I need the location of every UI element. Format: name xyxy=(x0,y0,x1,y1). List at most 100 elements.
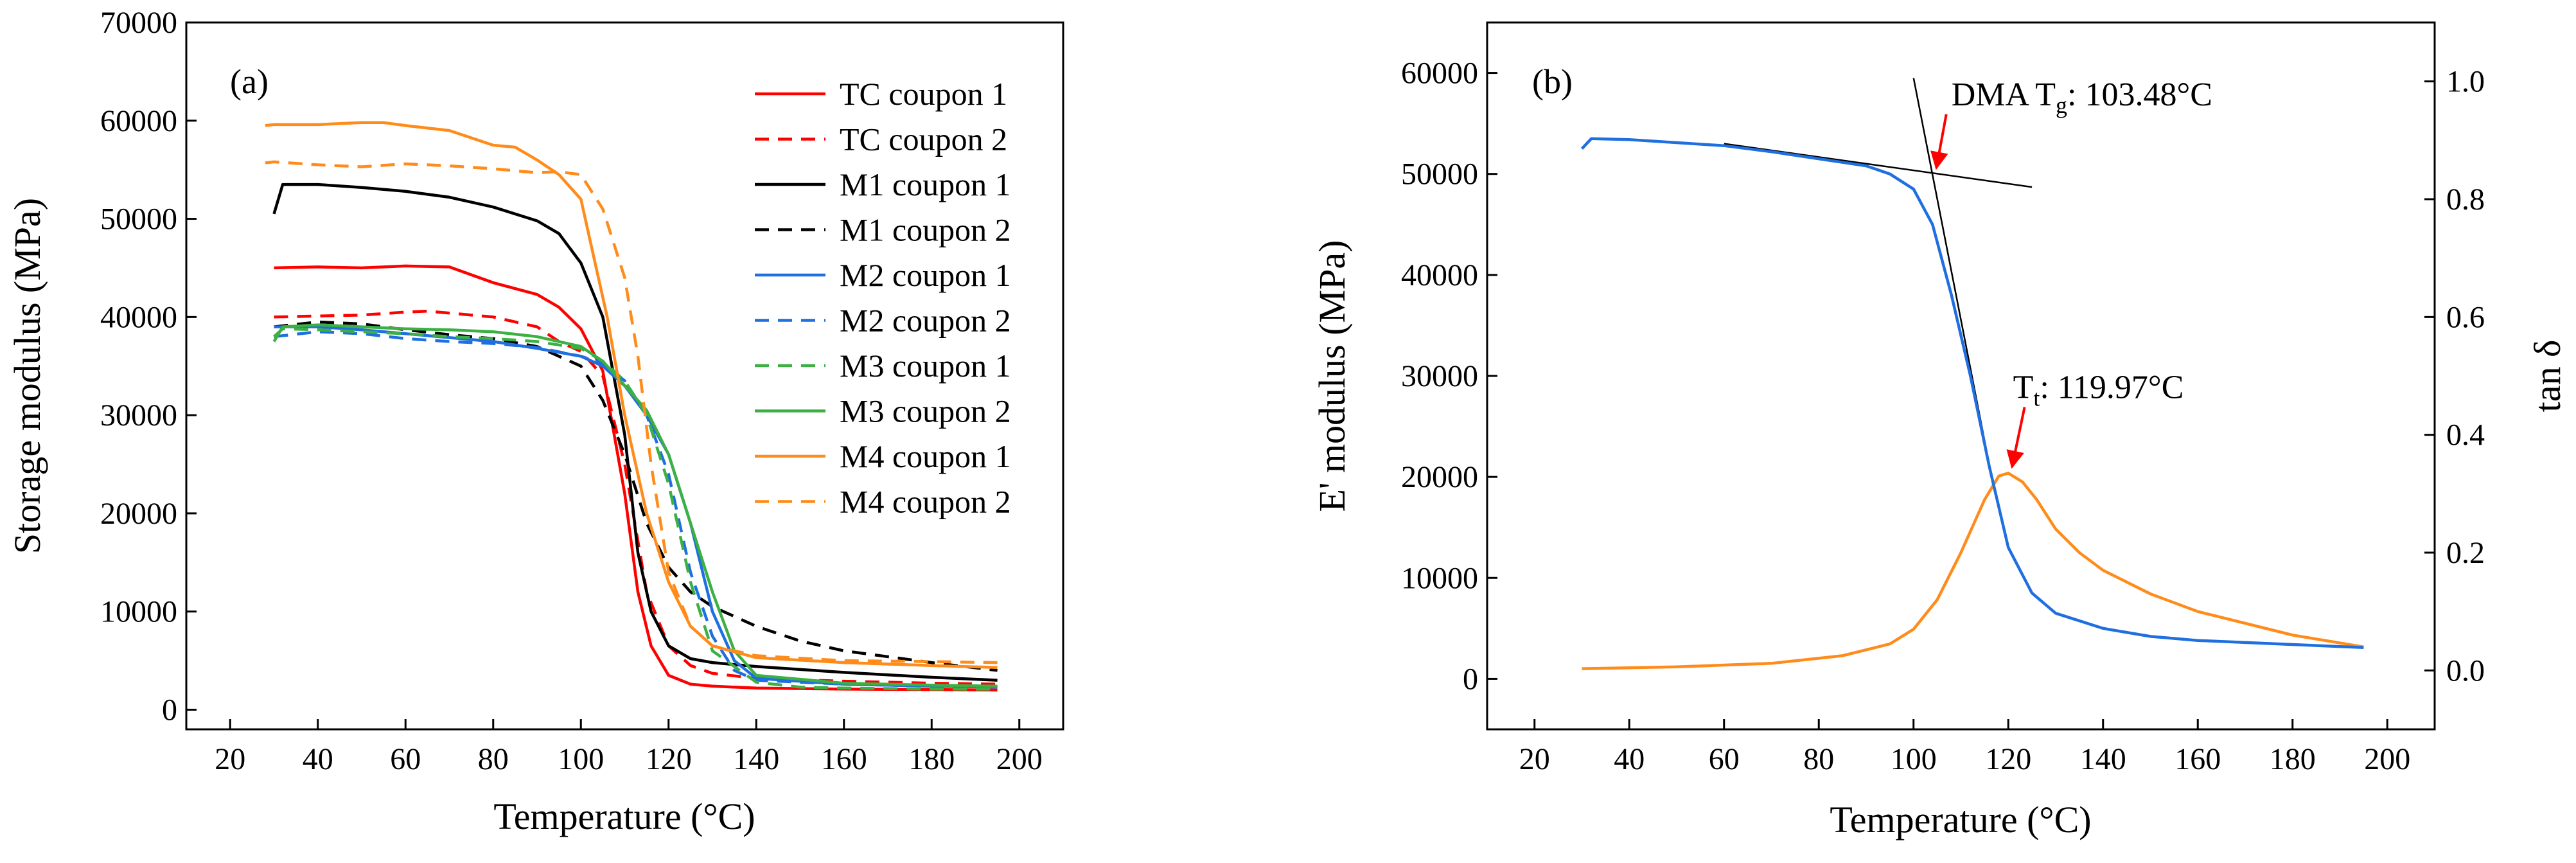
panel-b-y-tick-label: 50000 xyxy=(1401,157,1478,191)
panel-b-right-y-tick-label: 0.0 xyxy=(2446,654,2485,688)
annotation-arrow xyxy=(1930,114,1948,170)
panel-b-label: (b) xyxy=(1532,62,1573,101)
panel-a-y-tick-label: 60000 xyxy=(100,104,177,138)
series-m2-coupon-2 xyxy=(274,330,998,689)
annotation-text: DMA Tg: 103.48°C xyxy=(1952,76,2212,118)
panel-b-x-tick-label: 180 xyxy=(2270,742,2316,776)
legend-item-m4-coupon-1: M4 coupon 1 xyxy=(755,438,1011,474)
legend-label: M4 coupon 1 xyxy=(840,438,1011,474)
panel-a-y-tick-label: 20000 xyxy=(100,497,177,531)
series-m3-coupon-1 xyxy=(272,327,998,691)
series-m4-coupon-2 xyxy=(265,160,998,664)
legend-label: TC coupon 1 xyxy=(840,76,1007,112)
panel-b-x-tick-label: 40 xyxy=(1614,742,1645,776)
panel-b-x-tick-label: 20 xyxy=(1519,742,1550,776)
panel-b-x-axis-label: Temperature (°C) xyxy=(1830,799,2091,841)
panel-a-y-tick-label: 30000 xyxy=(100,398,177,432)
legend-label: M1 coupon 2 xyxy=(840,212,1011,248)
panel-a-x-tick-label: 140 xyxy=(733,742,779,776)
panel-a-x-ticks: 20 40 60 80 100 120 140 160 180 200 xyxy=(215,719,1043,776)
panel-a-x-tick-label: 120 xyxy=(646,742,692,776)
panel-b: 20 40 60 80 100 120 140 160 180 200 0 10000 20000 30… xyxy=(1311,21,2568,841)
annotation-value: : 119.97°C xyxy=(2040,369,2183,406)
legend-item-m3-coupon-2: M3 coupon 2 xyxy=(755,393,1011,429)
panel-b-right-y-tick-label: 0.4 xyxy=(2446,418,2485,452)
panel-a-y-tick-label: 0 xyxy=(162,693,177,727)
legend-item-m1-coupon-1: M1 coupon 1 xyxy=(755,166,1011,202)
legend-item-m2-coupon-1: M2 coupon 1 xyxy=(755,257,1011,293)
panel-b-x-tick-label: 60 xyxy=(1709,742,1740,776)
legend-item-m4-coupon-2: M4 coupon 2 xyxy=(755,484,1011,520)
panel-a-legend: TC coupon 1 TC coupon 2 M1 coupon 1 M1 coup… xyxy=(755,76,1011,520)
panel-b-y-tick-label: 30000 xyxy=(1401,359,1478,393)
panel-a-x-tick-label: 180 xyxy=(908,742,955,776)
panel-a-x-axis-label: Temperature (°C) xyxy=(493,796,755,837)
panel-b-y-tick-label: 10000 xyxy=(1401,561,1478,595)
legend-item-m1-coupon-2: M1 coupon 2 xyxy=(755,212,1011,248)
legend-item-tc-coupon-2: TC coupon 2 xyxy=(755,121,1007,157)
panel-b-y-axis-label: E' modulus (MPa) xyxy=(1311,240,1353,512)
annotation-value: : 103.48°C xyxy=(2067,76,2212,113)
annotation-subscript: g xyxy=(2056,93,2067,118)
annotation-base: DMA T xyxy=(1952,76,2056,113)
panel-a-y-tick-label: 40000 xyxy=(100,300,177,334)
panel-b-y-tick-label: 0 xyxy=(1463,662,1478,696)
panel-b-x-ticks: 20 40 60 80 100 120 140 160 180 200 xyxy=(1519,719,2410,776)
panel-b-right-y-axis-label: tan δ xyxy=(2527,340,2568,413)
legend-item-tc-coupon-1: TC coupon 1 xyxy=(755,76,1007,112)
panel-b-x-tick-label: 200 xyxy=(2364,742,2410,776)
panel-b-x-tick-label: 100 xyxy=(1891,742,1937,776)
series-tan xyxy=(1582,472,2364,670)
series-m3-coupon-2 xyxy=(272,323,998,688)
panel-a-y-tick-label: 70000 xyxy=(100,6,177,40)
panel-a-series xyxy=(265,121,998,692)
legend-item-m3-coupon-1: M3 coupon 1 xyxy=(755,348,1011,384)
panel-a-y-ticks: 0 10000 20000 30000 40000 50000 60000 70000 xyxy=(100,6,197,727)
panel-a-y-tick-label: 50000 xyxy=(100,202,177,236)
panel-a-y-axis-label: Storage modulus (MPa) xyxy=(6,198,48,554)
legend-label: M2 coupon 2 xyxy=(840,303,1011,339)
panel-b-x-tick-label: 80 xyxy=(1803,742,1834,776)
legend-label: M4 coupon 2 xyxy=(840,484,1011,520)
panel-b-right-y-tick-label: 0.8 xyxy=(2446,182,2485,217)
panel-a-x-tick-label: 160 xyxy=(821,742,867,776)
panel-b-right-y-tick-label: 0.2 xyxy=(2446,536,2485,570)
legend-item-m2-coupon-2: M2 coupon 2 xyxy=(755,303,1011,339)
panel-a: 20 40 60 80 100 120 140 160 180 200 0 10000 20000 30… xyxy=(6,6,1064,837)
panel-b-x-tick-label: 160 xyxy=(2175,742,2221,776)
panel-a-y-tick-label: 10000 xyxy=(100,595,177,629)
panel-b-right-y-tick-label: 1.0 xyxy=(2446,65,2485,99)
panel-b-y-tick-label: 40000 xyxy=(1401,258,1478,292)
panel-a-x-tick-label: 40 xyxy=(303,742,333,776)
panel-b-y-tick-label: 60000 xyxy=(1401,57,1478,91)
series-e-modulus xyxy=(1580,137,2364,649)
series-tc-coupon-1 xyxy=(274,264,998,692)
legend-label: M3 coupon 1 xyxy=(840,348,1011,384)
panel-b-annotations: DMA Tg: 103.48°C Tt: 119.97°C xyxy=(1930,76,2212,469)
panel-b-series xyxy=(1580,78,2364,670)
annotation-dma-tg: DMA Tg: 103.48°C xyxy=(1930,76,2212,170)
panel-a-frame xyxy=(185,21,1064,731)
panel-a-label: (a) xyxy=(230,62,269,101)
annotation-subscript: t xyxy=(2033,386,2040,411)
panel-b-x-tick-label: 120 xyxy=(1985,742,2031,776)
panel-b-right-y-tick-label: 0.6 xyxy=(2446,300,2485,334)
panel-b-y-tick-label: 20000 xyxy=(1401,460,1478,494)
panel-a-x-tick-label: 60 xyxy=(390,742,421,776)
panel-a-x-tick-label: 200 xyxy=(996,742,1043,776)
panel-b-x-tick-label: 140 xyxy=(2080,742,2126,776)
panel-b-frame xyxy=(1486,21,2436,731)
panel-b-right-y-ticks: 0.0 0.2 0.4 0.6 0.8 1.0 xyxy=(2424,65,2485,688)
panel-a-x-tick-label: 100 xyxy=(558,742,604,776)
panel-a-x-tick-label: 20 xyxy=(215,742,245,776)
annotation-text: Tt: 119.97°C xyxy=(2013,369,2184,411)
annotation-tt: Tt: 119.97°C xyxy=(2006,369,2184,469)
annotation-arrow xyxy=(2006,407,2026,469)
panel-a-x-tick-label: 80 xyxy=(478,742,509,776)
series-m4-coupon-1 xyxy=(265,121,998,670)
legend-label: M1 coupon 1 xyxy=(840,166,1011,202)
annotation-base: T xyxy=(2013,369,2034,406)
panel-b-y-ticks: 0 10000 20000 30000 40000 50000 60000 xyxy=(1401,57,1497,696)
legend-label: TC coupon 2 xyxy=(840,121,1007,157)
